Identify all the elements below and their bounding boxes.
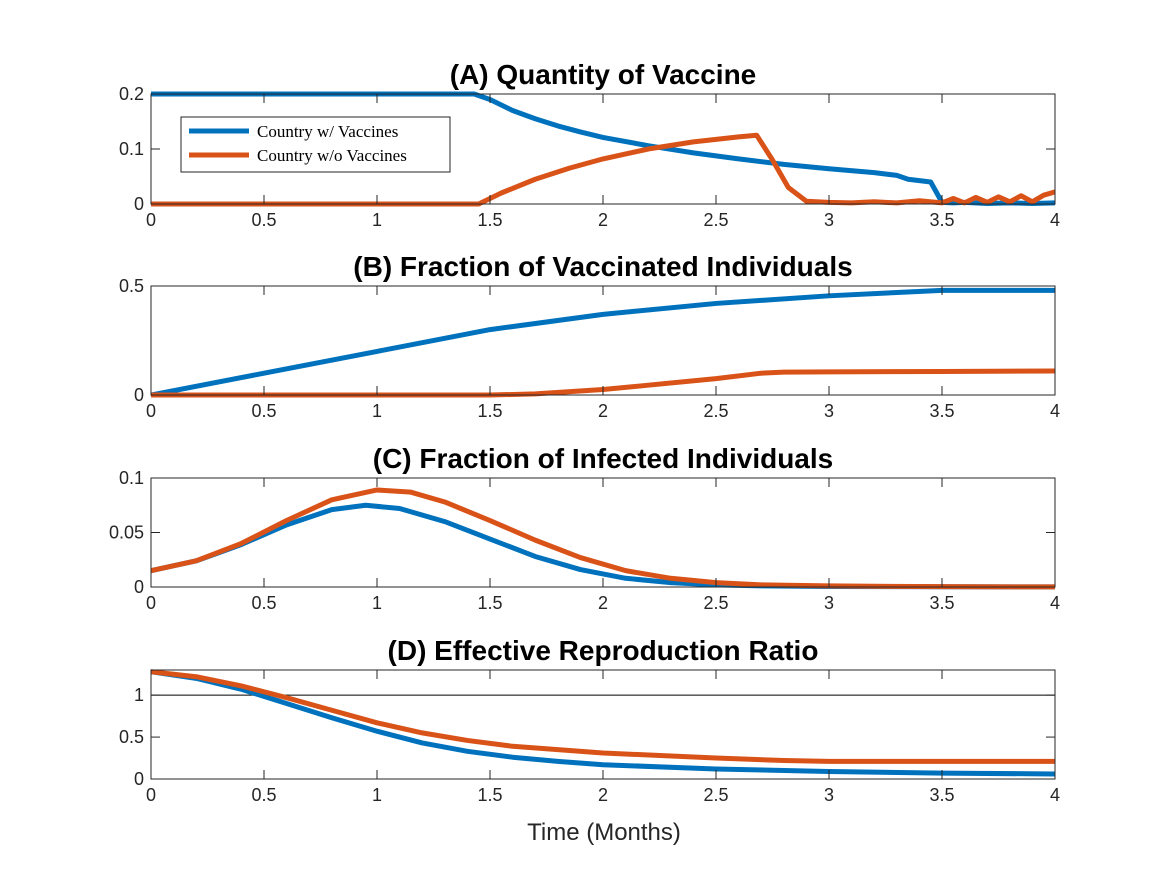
panel-b-xtick-label: 2.5 (703, 401, 728, 421)
panel-d-xtick-label: 0 (146, 785, 156, 805)
panel-c-axes (150, 477, 1056, 588)
panel-d-xtick-label: 2 (598, 785, 608, 805)
panel-c-xtick-label: 1 (372, 593, 382, 613)
panel-a-xtick-label: 3.5 (929, 210, 954, 230)
panel-a-title: (A) Quantity of Vaccine (450, 59, 757, 90)
panel-a-xtick-label: 1 (372, 210, 382, 230)
panel-d-title: (D) Effective Reproduction Ratio (388, 635, 819, 666)
legend-box (180, 116, 451, 173)
panel-d-xtick-label: 2.5 (703, 785, 728, 805)
panel-d-xtick-label: 4 (1050, 785, 1060, 805)
panel-d: (D) Effective Reproduction Ratio 0 0.5 1 1.5… (119, 635, 1060, 805)
panel-d-line-with (151, 669, 1055, 777)
panel-d-xtick-label: 1.5 (477, 785, 502, 805)
panel-a-ytick-label: 0.2 (119, 84, 144, 104)
panel-a-line-without (151, 132, 1055, 207)
panel-b-xtick-label: 3 (824, 401, 834, 421)
panel-d-ytick-label: 0.5 (119, 727, 144, 747)
legend: Country w/ Vaccines Country w/o Vaccines (180, 116, 451, 173)
panel-c-xtick-label: 2 (598, 593, 608, 613)
panels: (A) Quantity of Vaccine 0 0.5 1 1.5 2 2.5 3 3.5 4… (109, 59, 1060, 805)
panel-a-xtick-label: 1.5 (477, 210, 502, 230)
panel-c-ytick-label: 0 (134, 577, 144, 597)
panel-b-xtick-label: 2 (598, 401, 608, 421)
panel-d-xtick-label: 3.5 (929, 785, 954, 805)
panel-d-ytick-label: 0 (134, 769, 144, 789)
panel-c-line-without (151, 487, 1055, 590)
panel-b-line-without (151, 368, 1055, 398)
legend-label-without: Country w/o Vaccines (257, 146, 407, 165)
panel-b-xtick-label: 0 (146, 401, 156, 421)
panel-b-xtick-label: 1 (372, 401, 382, 421)
panel-c-xtick-label: 0.5 (251, 593, 276, 613)
panel-b-xtick-label: 4 (1050, 401, 1060, 421)
panel-b-ytick-label: 0.5 (119, 276, 144, 296)
panel-a-series (151, 91, 1055, 207)
panel-a-xtick-label: 0 (146, 210, 156, 230)
panel-b-xtick-label: 3.5 (929, 401, 954, 421)
panel-a-xtick-label: 3 (824, 210, 834, 230)
panel-a-xtick-label: 2 (598, 210, 608, 230)
panel-c-ytick-label: 0.1 (119, 468, 144, 488)
panel-a-xtick-label: 4 (1050, 210, 1060, 230)
panel-b-xtick-label: 0.5 (251, 401, 276, 421)
panel-a-ytick-label: 0.1 (119, 139, 144, 159)
panel-c-line-with (151, 502, 1055, 590)
panel-d-xtick-label: 0.5 (251, 785, 276, 805)
panel-a-xtick-label: 0.5 (251, 210, 276, 230)
panel-b-ytick-label: 0 (134, 385, 144, 405)
panel-c-xtick-label: 3.5 (929, 593, 954, 613)
panel-c-xtick-label: 1.5 (477, 593, 502, 613)
panel-d-line-without (151, 669, 1055, 764)
panel-c-series (151, 487, 1055, 590)
panel-c-xtick-label: 4 (1050, 593, 1060, 613)
panel-c-xtick-label: 2.5 (703, 593, 728, 613)
panel-b-title: (B) Fraction of Vaccinated Individuals (353, 251, 852, 282)
panel-d-ytick-label: 1 (134, 685, 144, 705)
panel-d-xtick-label: 1 (372, 785, 382, 805)
legend-label-with: Country w/ Vaccines (257, 122, 398, 141)
panel-b-axes (150, 285, 1056, 396)
panel-a-xtick-label: 2.5 (703, 210, 728, 230)
panel-d-series (151, 669, 1055, 777)
panel-a: (A) Quantity of Vaccine 0 0.5 1 1.5 2 2.5 3 3.5 4… (119, 59, 1060, 230)
panel-b-series (151, 287, 1055, 398)
x-axis-label: Time (Months) (527, 819, 681, 846)
panel-c: (C) Fraction of Infected Individuals 0 0.5… (109, 443, 1060, 613)
panel-c-xtick-label: 3 (824, 593, 834, 613)
panel-b-line-with (151, 287, 1055, 398)
panel-d-xtick-label: 3 (824, 785, 834, 805)
panel-c-ytick-label: 0.05 (109, 523, 144, 543)
panel-c-xtick-label: 0 (146, 593, 156, 613)
panel-a-ytick-label: 0 (134, 194, 144, 214)
panel-b-xtick-label: 1.5 (477, 401, 502, 421)
panel-c-title: (C) Fraction of Infected Individuals (373, 443, 833, 474)
